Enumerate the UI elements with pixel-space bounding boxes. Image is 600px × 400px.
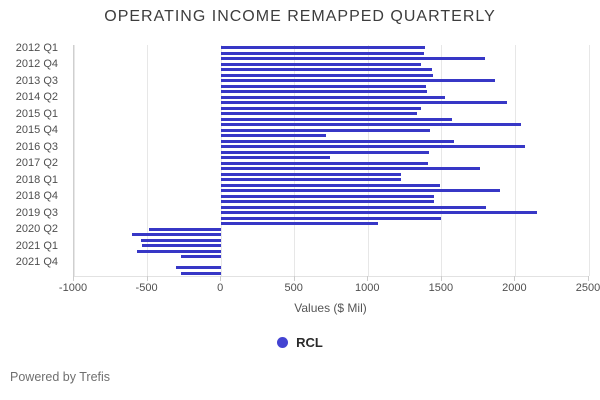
y-axis-label: 2013 Q3 [15, 74, 58, 87]
powered-by-trefis: Powered by Trefis [10, 370, 111, 384]
bar-2020-q3 [132, 233, 222, 237]
x-axis-tick-label: 2000 [502, 282, 527, 294]
bar-2019-q3 [221, 211, 538, 215]
bar-2014-q1 [221, 90, 428, 94]
y-axis-label: 2021 Q1 [15, 239, 58, 252]
bar-2012-q3 [221, 57, 485, 61]
y-axis-label: 2016 Q3 [15, 140, 58, 153]
x-axis-tick-label: 1000 [355, 282, 380, 294]
x-axis-tick [440, 276, 442, 281]
bar-2020-q1 [221, 222, 378, 226]
y-axis-label: 2021 Q4 [15, 256, 58, 269]
bar-2017-q3 [221, 167, 481, 171]
bar-2016-q3 [221, 145, 525, 149]
chart-title: OPERATING INCOME REMAPPED QUARTERLY [104, 8, 496, 25]
x-axis-tick-label: 2500 [575, 282, 600, 294]
x-axis-tick [73, 276, 74, 281]
bar-2019-q2 [221, 205, 486, 209]
bar-2014-q2 [221, 95, 445, 99]
gridline [588, 45, 590, 276]
y-axis-label: 2018 Q4 [15, 190, 58, 203]
y-axis-label: 2012 Q1 [15, 41, 58, 54]
gridline [220, 45, 222, 276]
gridline [441, 45, 443, 276]
bar-2013-q2 [221, 73, 434, 77]
plot-area [73, 45, 590, 277]
bar-2013-q3 [221, 79, 495, 83]
bar-2021-q2 [136, 249, 222, 253]
y-axis-label: 2019 Q3 [15, 206, 58, 219]
x-axis-tick [293, 276, 295, 281]
bar-2020-q2 [149, 227, 222, 231]
bar-2012-q1 [221, 46, 425, 50]
gridline [73, 45, 75, 276]
x-axis-tick-label: -500 [135, 282, 158, 294]
bar-2013-q1 [221, 68, 432, 72]
bar-2022-q2 [181, 271, 222, 275]
bar-2016-q2 [221, 139, 455, 143]
y-axis-label: 2018 Q1 [15, 173, 58, 186]
bar-2016-q4 [221, 150, 430, 154]
bar-2018-q2 [221, 183, 441, 187]
gridline [367, 45, 369, 276]
bar-2015-q2 [221, 117, 453, 121]
y-axis-label: 2014 Q2 [15, 91, 58, 104]
bar-2017-q1 [221, 156, 331, 160]
legend-label: RCL [296, 335, 323, 350]
bar-2017-q4 [221, 172, 402, 176]
bar-2021-q3 [180, 255, 222, 259]
bar-2012-q4 [221, 62, 421, 66]
y-axis-label: 2020 Q2 [15, 223, 58, 236]
gridline [294, 45, 296, 276]
x-axis-tick-label: 1500 [428, 282, 454, 294]
x-axis-tick [367, 276, 369, 281]
gridline [147, 45, 149, 276]
x-axis-tick-label: -1000 [58, 282, 88, 294]
x-axis-tick [220, 276, 222, 281]
x-axis-tick [514, 276, 516, 281]
bar-2018-q4 [221, 194, 435, 198]
bar-2015-q4 [221, 128, 431, 132]
bar-2014-q4 [221, 106, 421, 110]
bar-2020-q4 [140, 238, 222, 242]
x-axis-tick-label: 500 [284, 282, 303, 294]
bar-2012-q2 [221, 51, 425, 55]
bar-2015-q3 [221, 123, 522, 127]
x-axis-tick [588, 276, 589, 281]
legend-marker-icon [277, 337, 289, 348]
gridline [514, 45, 516, 276]
y-axis-label: 2015 Q1 [15, 107, 58, 120]
y-axis-label: 2017 Q2 [15, 157, 58, 170]
bar-2022-q1 [175, 266, 222, 270]
x-axis-title: Values ($ Mil) [294, 301, 367, 315]
bar-2013-q4 [221, 84, 426, 88]
bar-2018-q1 [221, 178, 402, 182]
bar-2017-q2 [221, 161, 428, 165]
bar-2019-q4 [221, 216, 442, 220]
bar-2015-q1 [221, 112, 417, 116]
bar-2016-q1 [221, 134, 327, 138]
y-axis-label: 2012 Q4 [15, 58, 58, 71]
bar-2018-q3 [221, 189, 500, 193]
bar-2021-q1 [142, 244, 222, 248]
bar-2019-q1 [221, 200, 435, 204]
legend-item-rcl[interactable]: RCL [0, 335, 600, 350]
bar-2014-q3 [221, 101, 508, 105]
x-axis-tick-label: 0 [217, 282, 224, 294]
x-axis-tick [146, 276, 148, 281]
y-axis-label: 2015 Q4 [15, 124, 58, 137]
